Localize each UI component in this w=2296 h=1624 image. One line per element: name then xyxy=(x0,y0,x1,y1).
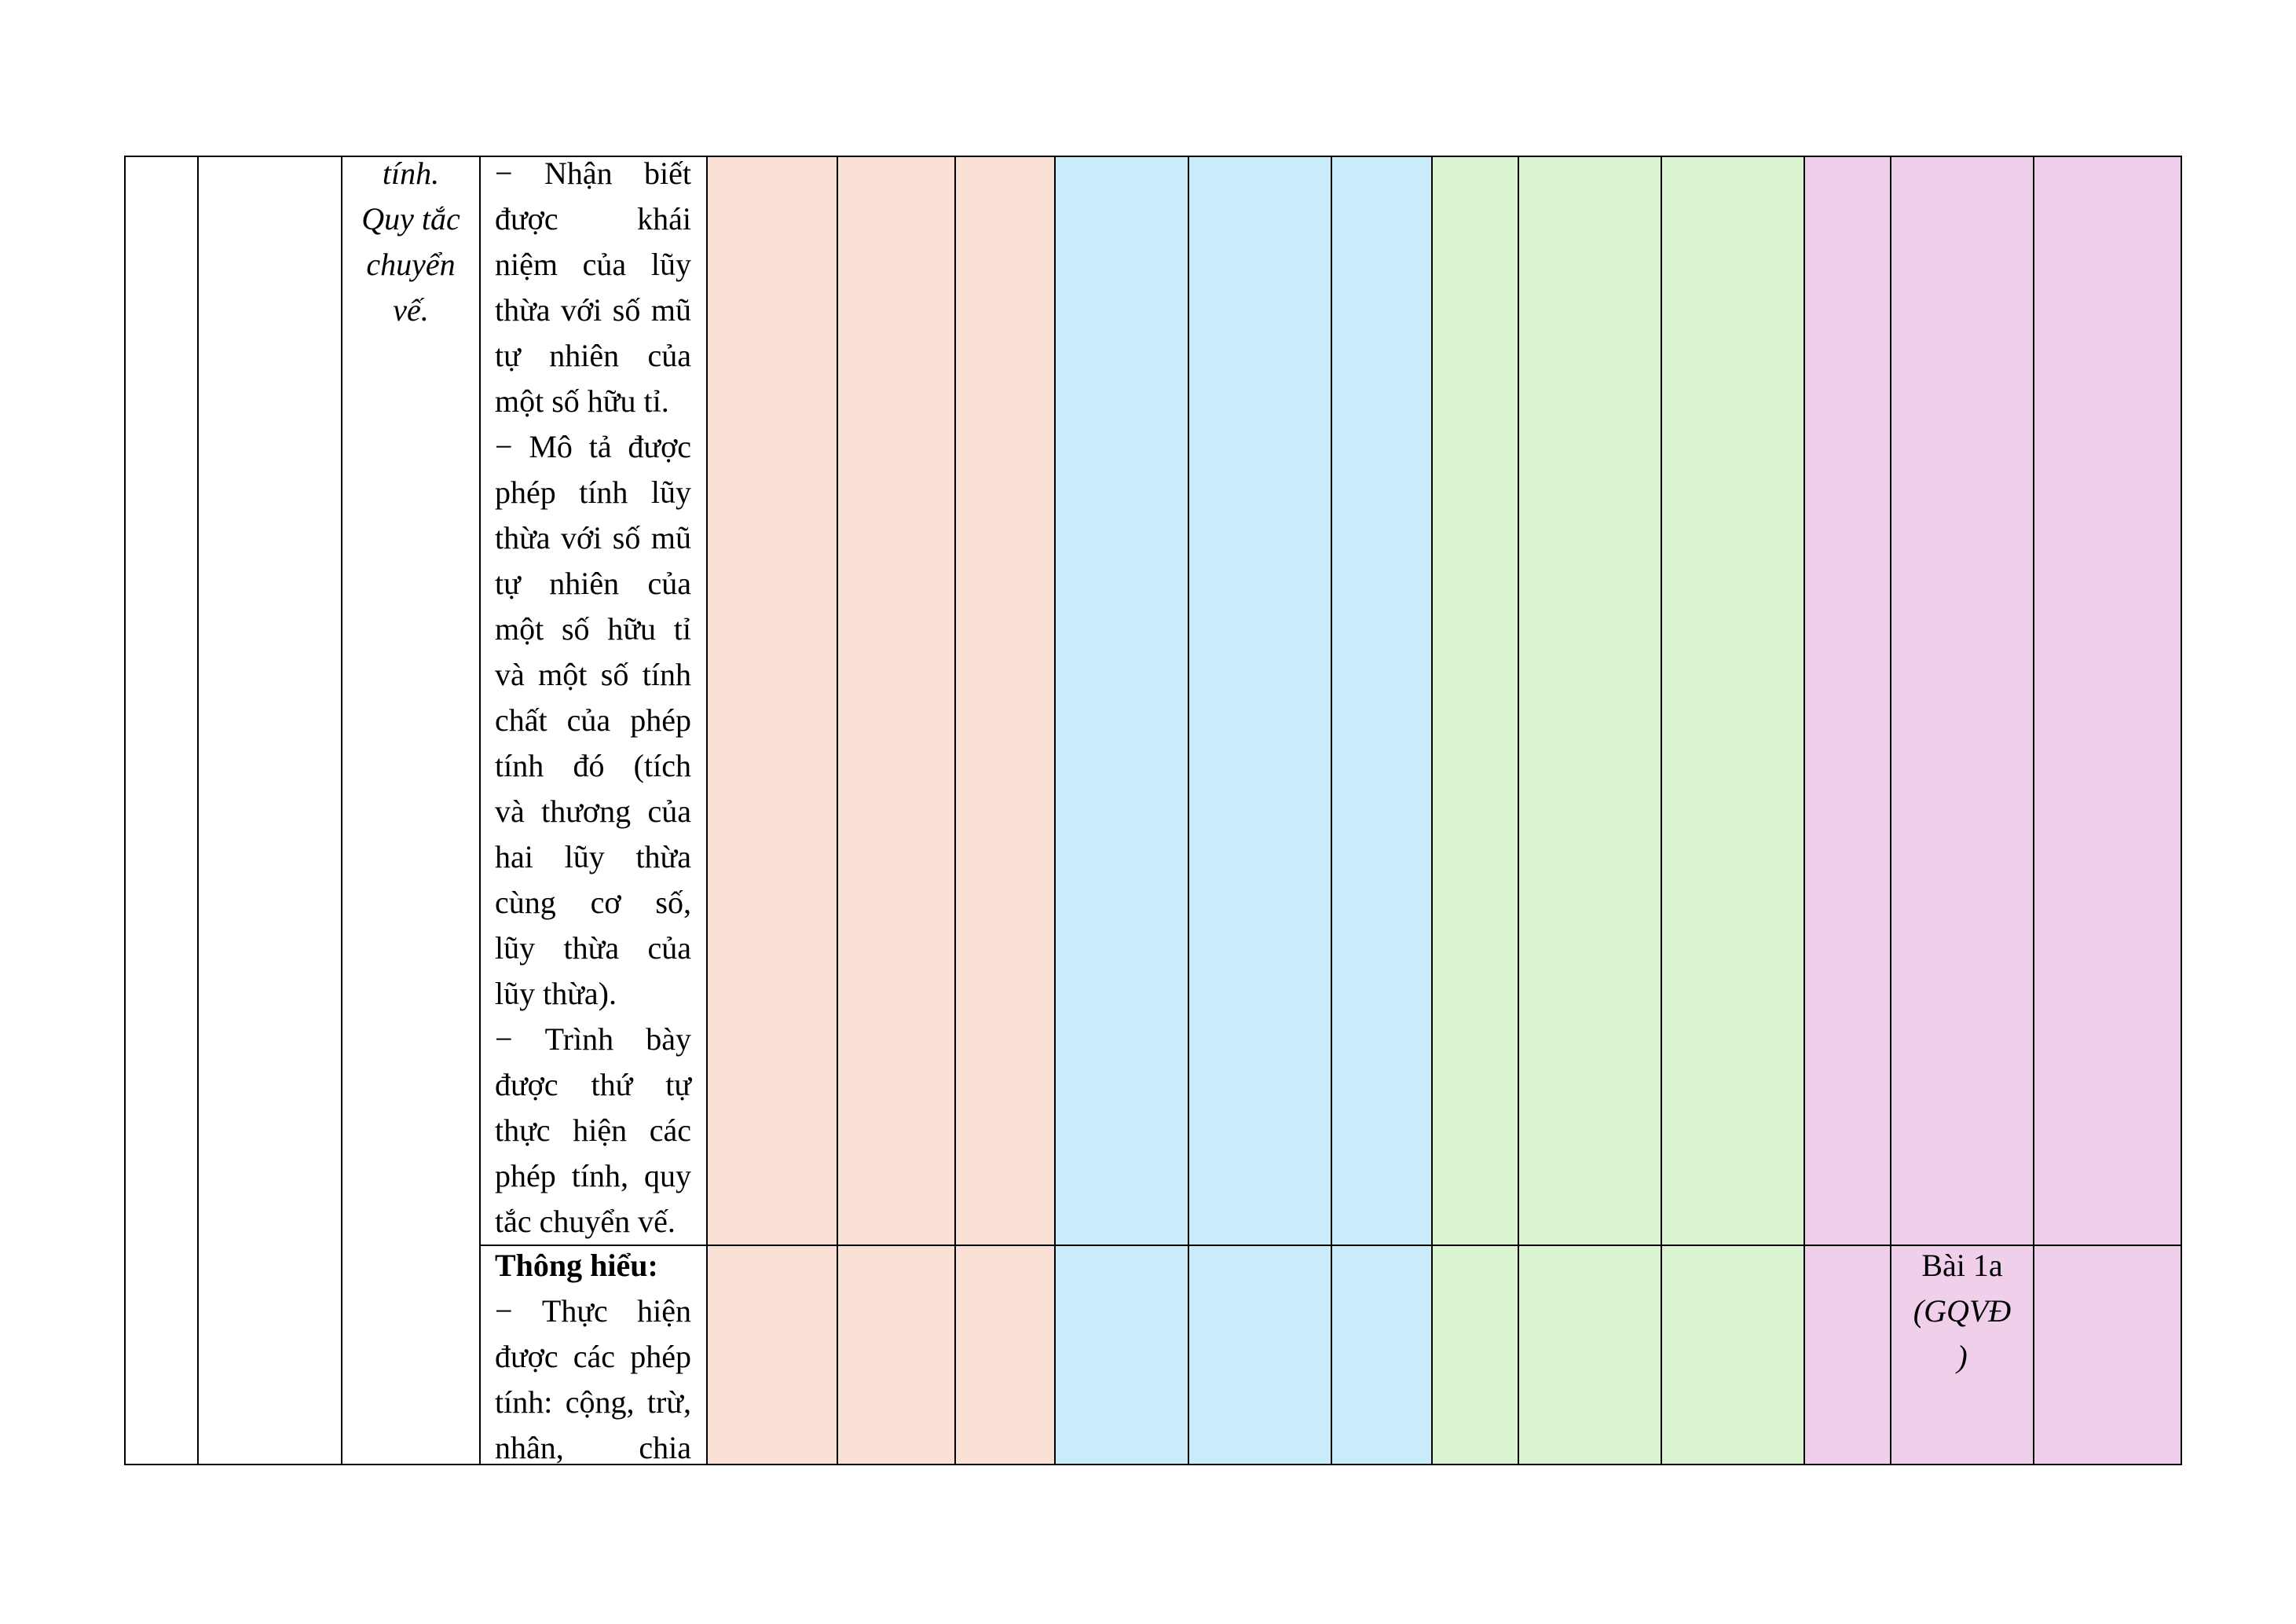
column-divider xyxy=(2033,156,2034,1465)
text-line: một số hữu tỉ xyxy=(495,611,691,647)
text-line: hai lũy thừa xyxy=(495,839,691,874)
text-line: phép tính lũy xyxy=(495,475,691,510)
understanding-cell-text: Thông hiểu: − Thực hiện được các phép tính: cộn… xyxy=(495,1243,691,1471)
text-line: lũy thừa của xyxy=(495,930,691,966)
text-line: tính đó (tích xyxy=(495,748,691,783)
column-divider xyxy=(1661,156,1662,1465)
text-line: niệm của lũy xyxy=(495,247,691,282)
text-line: chất của phép xyxy=(495,702,691,738)
content-line: chuyển xyxy=(366,247,456,282)
question-reference: Bài 1a (GQVĐ ) xyxy=(1891,1243,2033,1380)
assessment-matrix-table: tính. Quy tắc chuyển vế. − Nhận biết được kh… xyxy=(124,156,2182,1465)
requirement-cell-text: − Nhận biết được khái niệm của lũy thừa với số mũ tự… xyxy=(495,151,691,1245)
text-line: − Nhận biết xyxy=(495,156,691,191)
question-label: Bài 1a xyxy=(1921,1248,2003,1283)
column-divider xyxy=(1431,156,1433,1465)
table-border-left xyxy=(124,156,126,1465)
column-divider xyxy=(1188,156,1189,1465)
text-line: được thứ tự xyxy=(495,1067,691,1102)
competency-code: (GQVĐ xyxy=(1913,1293,2012,1329)
text-line: − Mô tả được xyxy=(495,429,691,464)
column-divider xyxy=(1054,156,1056,1465)
level-4-cell-c xyxy=(2034,156,2182,1465)
competency-code-close: ) xyxy=(1957,1339,1968,1374)
text-line: thực hiện các xyxy=(495,1113,691,1148)
text-line: lũy thừa). xyxy=(495,976,617,1011)
level-3-cell-a xyxy=(1432,156,1518,1465)
content-line: tính. xyxy=(382,156,440,191)
text-line: thừa với số mũ xyxy=(495,520,691,555)
text-line: và một số tính xyxy=(495,657,691,692)
level-1-cell-c xyxy=(955,156,1055,1465)
content-cell-text: tính. Quy tắc chuyển vế. xyxy=(342,151,479,333)
text-line: cùng cơ số, xyxy=(495,885,691,920)
level-1-cell-a xyxy=(707,156,837,1465)
column-divider xyxy=(479,156,481,1465)
column-divider xyxy=(706,156,708,1465)
text-line: − Thực hiện xyxy=(495,1293,691,1329)
text-line: và thương của xyxy=(495,794,691,829)
column-divider xyxy=(954,156,956,1465)
column-divider xyxy=(1803,156,1805,1465)
text-line: tự nhiên của xyxy=(495,338,691,373)
text-line: nhân, chia xyxy=(495,1430,691,1465)
column-divider xyxy=(341,156,342,1465)
column-divider xyxy=(1890,156,1891,1465)
text-line: tắc chuyển vế. xyxy=(495,1204,676,1239)
column-divider xyxy=(837,156,838,1465)
text-line: tính: cộng, trừ, xyxy=(495,1384,691,1420)
level-3-cell-b xyxy=(1518,156,1661,1465)
level-3-cell-c xyxy=(1661,156,1804,1465)
level-2-cell-c xyxy=(1331,156,1432,1465)
text-line: − Trình bày xyxy=(495,1021,691,1057)
level-4-cell-a xyxy=(1804,156,1891,1465)
text-line: được khái xyxy=(495,201,691,236)
text-line: một số hữu tỉ. xyxy=(495,383,669,419)
level-1-cell-b xyxy=(837,156,955,1465)
row-divider xyxy=(479,1245,2182,1246)
text-line: được các phép xyxy=(495,1339,691,1374)
text-line: phép tính, quy xyxy=(495,1158,691,1193)
table-border-top xyxy=(124,156,2182,157)
understanding-heading: Thông hiểu: xyxy=(495,1248,658,1283)
column-divider xyxy=(1518,156,1519,1465)
content-line: vế. xyxy=(393,292,429,328)
text-line: thừa với số mũ xyxy=(495,292,691,328)
table-border-bottom xyxy=(124,1464,2182,1465)
content-line: Quy tắc xyxy=(361,201,460,236)
text-line: tự nhiên của xyxy=(495,566,691,601)
column-divider xyxy=(1331,156,1332,1465)
level-2-cell-a xyxy=(1055,156,1188,1465)
level-2-cell-b xyxy=(1188,156,1331,1465)
table-border-right xyxy=(2181,156,2182,1465)
column-divider xyxy=(197,156,199,1465)
level-4-cell-b xyxy=(1891,156,2034,1465)
